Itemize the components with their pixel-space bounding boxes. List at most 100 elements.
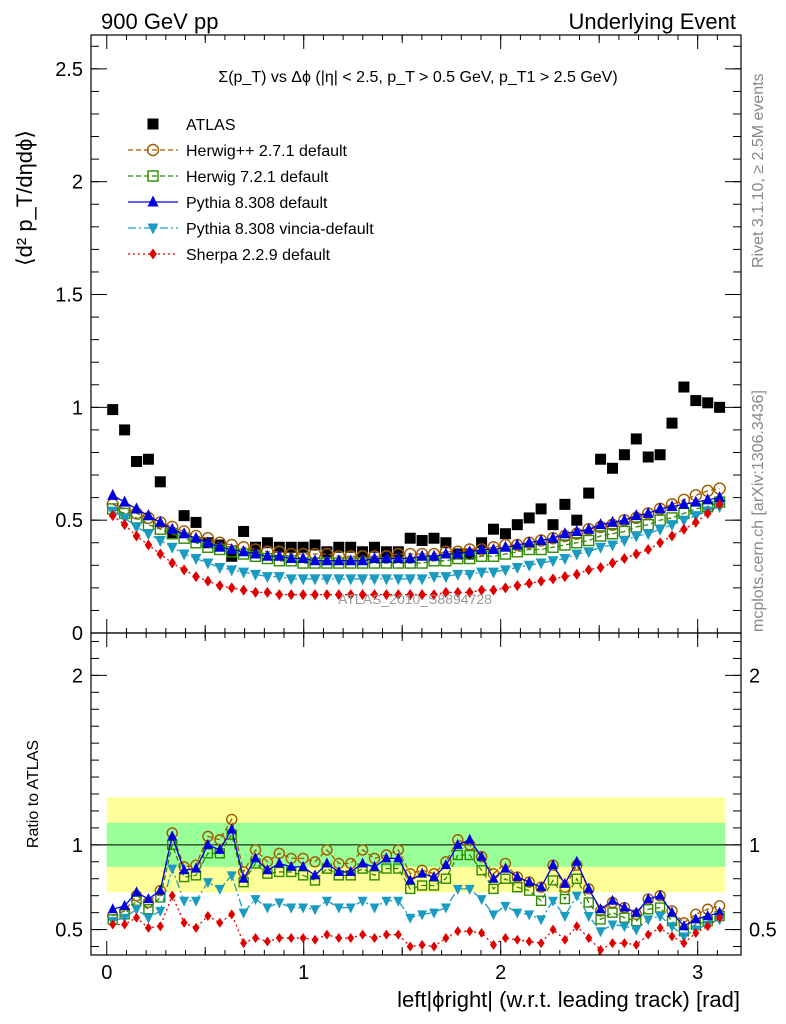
data-point [404, 552, 416, 564]
data-point [499, 540, 511, 552]
y-tick-label: 1 [72, 397, 83, 419]
ratio-point [393, 852, 404, 863]
data-point [345, 574, 357, 586]
data-point [477, 584, 486, 596]
data-point [714, 401, 726, 413]
data-point [345, 554, 357, 566]
data-point [261, 549, 273, 561]
ratio-point [416, 880, 428, 891]
ratio-point [500, 873, 511, 884]
data-point [488, 567, 500, 579]
ratio-point [643, 915, 654, 926]
data-point [595, 453, 607, 465]
data-point [202, 536, 214, 548]
ratio-point [452, 884, 463, 895]
ratio-line [112, 833, 720, 933]
main-series-layer [106, 381, 726, 601]
data-point [428, 532, 440, 544]
header-right: Underlying Event [568, 9, 736, 34]
data-point [131, 522, 143, 534]
data-point [537, 575, 545, 587]
data-point [618, 449, 630, 461]
data-point [392, 552, 404, 564]
ratio-point [585, 933, 593, 944]
ratio-point [131, 905, 142, 916]
data-point [595, 518, 607, 530]
data-point [630, 531, 642, 543]
data-point [142, 529, 154, 541]
ratio-point [179, 896, 190, 907]
series-line [112, 506, 720, 580]
data-point [630, 509, 642, 521]
ratio-point [429, 908, 440, 919]
data-point [394, 589, 403, 601]
ratio-point [559, 912, 570, 923]
data-point [702, 493, 714, 505]
y-tick-label-right: 2 [749, 665, 760, 687]
ratio-point [262, 864, 273, 875]
data-point [380, 546, 392, 558]
ratio-point [440, 903, 451, 914]
legend-label: Pythia 8.308 default [186, 195, 328, 212]
data-point [120, 519, 129, 531]
ratio-point [667, 906, 678, 917]
ratio-point [393, 896, 404, 907]
ratio-point [561, 934, 569, 945]
data-point [250, 541, 262, 553]
ratio-point [619, 922, 630, 933]
data-point [691, 516, 700, 528]
data-point [442, 586, 450, 598]
data-point [608, 557, 617, 569]
ratio-point [179, 864, 190, 875]
data-point [666, 520, 678, 532]
data-point [382, 589, 391, 601]
ratio-point [333, 865, 344, 876]
ratio-point [119, 913, 130, 924]
ratio-point [512, 908, 523, 919]
ratio-point [286, 903, 297, 914]
ratio-point [133, 912, 141, 923]
data-point [154, 515, 166, 527]
ratio-point [299, 933, 307, 944]
data-point [285, 574, 297, 586]
ratio-point [263, 936, 271, 947]
ratio-panel: 0 1 2 3 0.5 0.5 1 1 2 2 Ratio to ATLAS left|ϕrigh… [25, 632, 777, 1012]
ratio-point [440, 859, 451, 870]
data-point [428, 572, 440, 584]
ratio-point [429, 871, 440, 882]
ratio-point [583, 897, 594, 908]
data-point [321, 574, 333, 586]
data-point [119, 424, 131, 436]
ratio-point [620, 938, 628, 949]
ratio-point [512, 871, 523, 882]
ratio-line [112, 817, 720, 924]
ratio-point [595, 903, 606, 914]
data-point [251, 586, 260, 598]
ratio-point [488, 883, 499, 895]
ratio-point [536, 881, 547, 892]
data-point [452, 547, 464, 559]
ratio-point [430, 941, 438, 952]
data-point [287, 589, 296, 601]
data-point [416, 549, 428, 561]
data-point [107, 488, 119, 500]
data-point [618, 513, 630, 525]
ratio-point [607, 907, 618, 918]
data-point [263, 586, 272, 598]
ratio-point [180, 917, 188, 928]
data-point [523, 560, 535, 572]
data-point [404, 574, 416, 586]
data-point [654, 449, 666, 461]
data-point [499, 565, 511, 577]
ratio-point [548, 896, 559, 907]
data-point [238, 525, 250, 537]
ratio-point [143, 893, 154, 904]
ratio-point [226, 823, 237, 834]
ratio-point [548, 859, 559, 870]
data-point [702, 397, 714, 409]
ratio-point [668, 931, 676, 942]
ratio-point [583, 912, 594, 923]
ratio-point [369, 860, 380, 871]
ratio-point [143, 913, 154, 924]
data-point [690, 495, 702, 507]
